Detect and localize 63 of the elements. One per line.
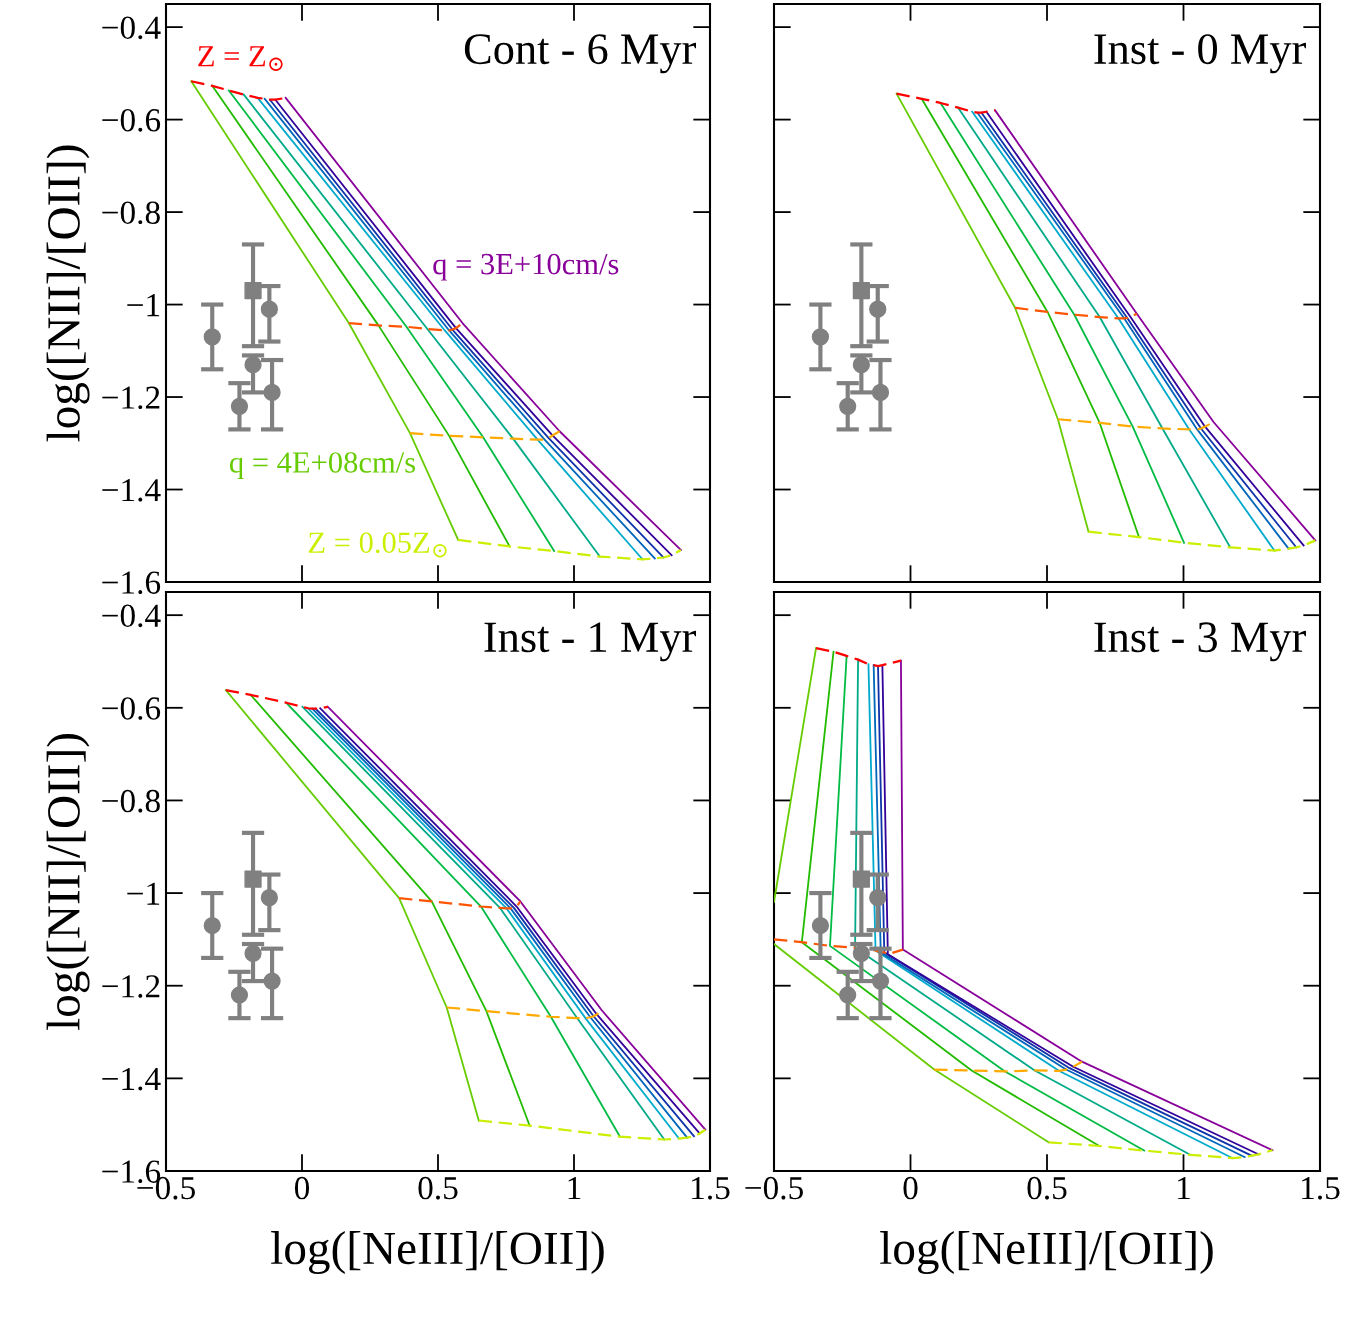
x-tick-label: 1.5 bbox=[1302, 1176, 1340, 1200]
x-axis-title: log([NeIII]/[OII]) bbox=[880, 1231, 1213, 1275]
x-tick-label: 1.5 bbox=[692, 1176, 730, 1200]
y-tick-label: −0.8 bbox=[102, 201, 160, 225]
point bbox=[263, 383, 281, 402]
point bbox=[230, 397, 249, 415]
point bbox=[871, 972, 890, 990]
point bbox=[839, 986, 857, 1004]
line-series bbox=[457, 538, 683, 561]
y-tick-label: −1.4 bbox=[102, 1067, 161, 1091]
text: Cont - 6 Myr bbox=[464, 34, 697, 74]
y-tick-label: −1 bbox=[127, 882, 160, 905]
x-tick-label: 0.5 bbox=[1027, 1176, 1067, 1200]
y-tick-label: −1.2 bbox=[102, 386, 160, 410]
point bbox=[263, 972, 281, 990]
point bbox=[852, 870, 870, 888]
line-series bbox=[249, 693, 531, 1127]
line-series bbox=[224, 689, 329, 710]
point bbox=[869, 889, 887, 907]
x-tick-label: 0.5 bbox=[418, 1176, 458, 1200]
y-tick-label: −0.6 bbox=[102, 109, 161, 132]
series-label: q = 4E+08cm/s bbox=[229, 452, 415, 480]
point bbox=[203, 328, 221, 346]
y-tick-label: −0.6 bbox=[102, 697, 161, 720]
text: Inst - 3 Myr bbox=[1094, 622, 1306, 662]
point bbox=[811, 328, 830, 346]
y-tick-label: −1 bbox=[127, 294, 160, 317]
series-label: q = 3E+10cm/s bbox=[433, 253, 619, 281]
line-series bbox=[477, 1119, 707, 1141]
point bbox=[244, 870, 262, 888]
x-tick-label: −0.5 bbox=[745, 1176, 803, 1200]
text: Inst - 0 Myr bbox=[1094, 34, 1306, 74]
x-tick-label: 0 bbox=[294, 1176, 310, 1200]
line-series bbox=[224, 689, 480, 1122]
y-axis-title: log([NII]/[OII]) bbox=[46, 145, 90, 442]
line-series bbox=[347, 321, 464, 332]
line-series bbox=[285, 701, 621, 1138]
text: Inst - 1 Myr bbox=[484, 622, 697, 662]
point bbox=[260, 300, 278, 318]
y-tick-label: −0.8 bbox=[102, 789, 160, 813]
y-axis-title: log([NII]/[OII]) bbox=[46, 734, 90, 1031]
x-tick-label: 0 bbox=[903, 1176, 918, 1200]
y-tick-label: −0.4 bbox=[102, 16, 161, 40]
point bbox=[260, 889, 278, 907]
point bbox=[230, 986, 249, 1004]
point bbox=[871, 383, 890, 402]
point bbox=[244, 282, 262, 300]
y-tick-label: −0.4 bbox=[102, 604, 161, 628]
line-series bbox=[397, 897, 522, 910]
point bbox=[869, 300, 887, 318]
point bbox=[811, 916, 830, 935]
point bbox=[839, 397, 857, 415]
point bbox=[852, 282, 870, 300]
x-axis-title: log([NeIII]/[OII]) bbox=[271, 1231, 604, 1275]
point bbox=[203, 916, 221, 935]
x-tick-label: 1 bbox=[1178, 1176, 1190, 1199]
y-tick-label: −1.2 bbox=[102, 975, 160, 998]
y-tick-label: −1.4 bbox=[102, 479, 161, 502]
y-tick-label: −1.6 bbox=[102, 571, 161, 595]
line-series bbox=[408, 430, 561, 441]
x-tick-label: 1 bbox=[568, 1176, 581, 1199]
series-label: Z = 0.05Z$_{⊙}$ bbox=[308, 532, 447, 558]
series-label: Z = Z$_{⊙}$ bbox=[198, 46, 283, 71]
